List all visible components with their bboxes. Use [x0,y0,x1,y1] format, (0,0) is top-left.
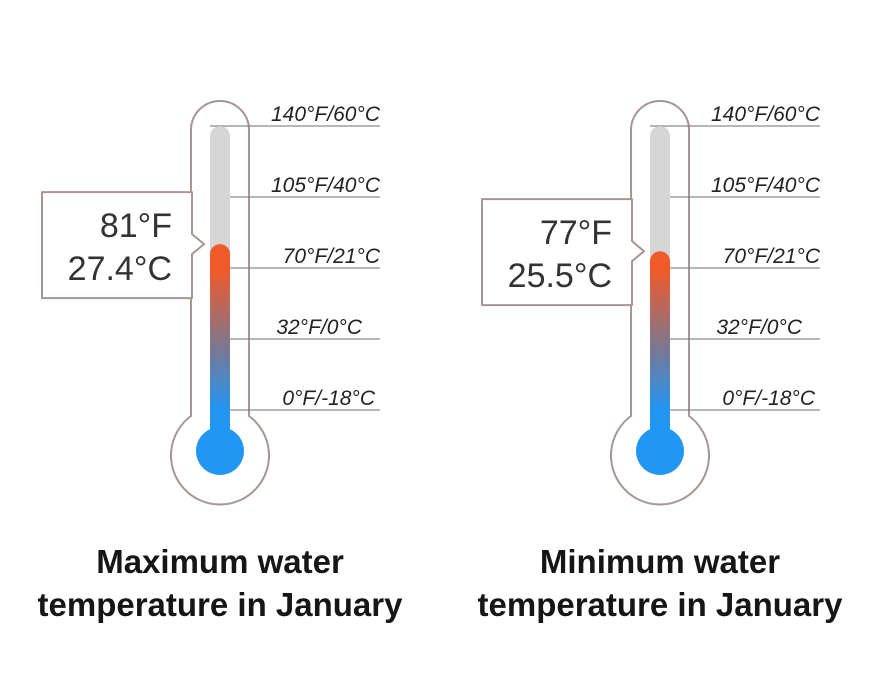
thermometer-bulb [196,427,244,475]
scale-label-140f: 140°F/60°C [711,103,821,126]
mercury-level-bar [650,251,670,440]
thermometer-bulb [636,427,684,475]
scale-lines [650,125,820,411]
scale-labels: 140°F/60°C 105°F/40°C 70°F/21°C 32°F/0°C… [271,103,381,410]
scale-label-32f: 32°F/0°C [716,316,802,339]
scale-label-0f: 0°F/-18°C [722,387,815,410]
celsius-value: 27.4°C [68,250,172,288]
scale-label-105f: 105°F/40°C [711,174,821,197]
fahrenheit-value: 77°F [540,214,612,252]
scale-label-32f: 32°F/0°C [276,316,362,339]
fahrenheit-value: 81°F [100,207,172,245]
temperature-callout: 81°F 27.4°C [41,191,205,300]
callout-box [41,191,205,300]
thermometer-panel-minimum: 140°F/60°C 105°F/40°C 70°F/21°C 32°F/0°C… [440,0,880,680]
scale-label-70f: 70°F/21°C [723,245,821,268]
temperature-callout: 77°F 25.5°C [481,198,645,307]
celsius-value: 25.5°C [508,257,612,295]
thermometer-graphic: 140°F/60°C 105°F/40°C 70°F/21°C 32°F/0°C… [481,100,821,506]
callout-box [481,198,645,307]
thermometer-graphic: 140°F/60°C 105°F/40°C 70°F/21°C 32°F/0°C… [41,100,381,506]
scale-label-105f: 105°F/40°C [271,174,381,197]
mercury-level-bar [210,244,230,440]
panel-title: Minimum water temperature in January [477,543,843,623]
scale-label-140f: 140°F/60°C [271,103,381,126]
scale-label-70f: 70°F/21°C [283,245,381,268]
thermometer-panel-maximum: 140°F/60°C 105°F/40°C 70°F/21°C 32°F/0°C… [37,100,403,623]
panel-title: Maximum water temperature in January [37,543,403,623]
scale-lines [210,125,380,411]
scale-label-0f: 0°F/-18°C [282,387,375,410]
scale-labels: 140°F/60°C 105°F/40°C 70°F/21°C 32°F/0°C… [711,103,821,410]
